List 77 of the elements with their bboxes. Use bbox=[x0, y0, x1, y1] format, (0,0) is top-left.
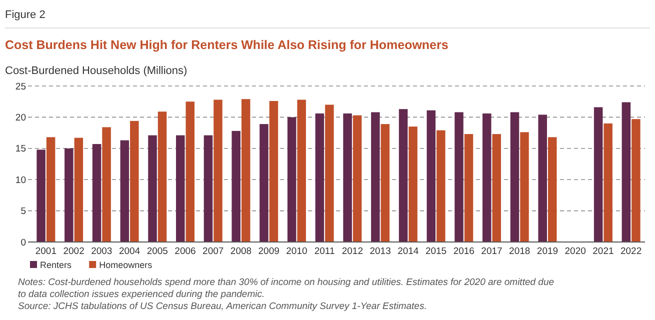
bar bbox=[492, 134, 501, 242]
bar bbox=[214, 100, 222, 242]
bar bbox=[622, 102, 631, 242]
bar bbox=[510, 112, 520, 242]
x-tick-label: 2002 bbox=[63, 246, 84, 257]
bar bbox=[36, 150, 46, 242]
x-tick-label: 2006 bbox=[174, 246, 196, 257]
x-tick-label: 2010 bbox=[286, 246, 308, 257]
text: Notes: Cost-burdened households spend more than 30% of income on housing and utilities. Estimates for 2020 are omitted due to data collection issues experienced during the pandemic. bbox=[18, 277, 554, 300]
source-note: Source: JCHS tabulations of US Census Bureau, American Community Survey 1-Year Estimates. bbox=[18, 301, 427, 312]
x-tick-label: 2004 bbox=[118, 246, 140, 257]
bar bbox=[120, 140, 130, 242]
bar bbox=[297, 100, 306, 242]
bar bbox=[371, 112, 380, 242]
bar bbox=[538, 114, 547, 242]
bar bbox=[260, 124, 268, 242]
x-tick-label: 2017 bbox=[481, 246, 502, 257]
x-tick-label: 2001 bbox=[35, 246, 56, 257]
x-tick-label: 2012 bbox=[342, 246, 363, 257]
bar bbox=[46, 137, 56, 242]
y-tick-label: 0 bbox=[20, 237, 26, 248]
bar bbox=[204, 135, 213, 242]
bar bbox=[604, 123, 612, 242]
bar bbox=[176, 135, 185, 242]
bar bbox=[548, 137, 557, 242]
x-tick-label: 2007 bbox=[202, 246, 224, 257]
y-tick-label: 25 bbox=[15, 81, 26, 92]
y-tick-label: 10 bbox=[15, 174, 26, 186]
y-axis-title: Cost-Burdened Households (Millions) bbox=[5, 65, 188, 77]
bar bbox=[454, 112, 464, 242]
bar bbox=[426, 110, 436, 242]
bar bbox=[269, 100, 278, 242]
x-tick-label: 2021 bbox=[592, 246, 614, 257]
bar bbox=[130, 120, 139, 242]
bar bbox=[287, 117, 296, 242]
caption: Figure 2 bbox=[5, 9, 46, 21]
bar bbox=[464, 134, 474, 242]
x-tick-label: 2020 bbox=[564, 246, 586, 257]
bar bbox=[594, 107, 603, 242]
legend-label: Renters bbox=[40, 260, 72, 270]
x-tick-label: 2014 bbox=[398, 246, 419, 257]
x-tick-label: 2011 bbox=[314, 246, 335, 257]
bar bbox=[241, 99, 250, 242]
bar bbox=[315, 113, 324, 242]
bar bbox=[343, 113, 352, 242]
y-tick-label: 20 bbox=[15, 112, 26, 124]
bar bbox=[186, 102, 194, 242]
bar bbox=[102, 127, 111, 242]
legend-label: Homeowners bbox=[99, 260, 153, 270]
bar bbox=[158, 112, 167, 242]
bar bbox=[352, 115, 362, 242]
y-tick-label: 5 bbox=[20, 206, 26, 218]
bar bbox=[482, 113, 492, 242]
bar bbox=[148, 135, 157, 242]
chart-title: Cost Burdens Hit New High for Renters While Also Rising for Homeowners bbox=[5, 38, 448, 52]
x-tick-label: 2005 bbox=[146, 246, 168, 257]
bar bbox=[632, 119, 640, 242]
x-tick-label: 2019 bbox=[536, 246, 558, 257]
bar bbox=[436, 130, 446, 242]
x-tick-label: 2018 bbox=[509, 246, 530, 257]
bar bbox=[74, 138, 84, 242]
x-tick-label: 2013 bbox=[370, 246, 391, 257]
bar bbox=[92, 144, 102, 242]
bar bbox=[380, 124, 390, 242]
bar bbox=[408, 126, 418, 242]
x-tick-label: 2016 bbox=[453, 246, 474, 257]
bar bbox=[64, 148, 74, 242]
bar bbox=[325, 104, 334, 242]
x-tick-label: 2003 bbox=[91, 246, 112, 257]
bar bbox=[398, 109, 408, 242]
x-tick-label: 2022 bbox=[620, 246, 642, 257]
bar bbox=[520, 132, 529, 242]
x-tick-label: 2009 bbox=[258, 246, 280, 257]
y-tick-label: 15 bbox=[15, 144, 26, 155]
x-tick-label: 2015 bbox=[425, 246, 447, 257]
bar bbox=[232, 130, 240, 242]
x-tick-label: 2008 bbox=[230, 246, 252, 257]
